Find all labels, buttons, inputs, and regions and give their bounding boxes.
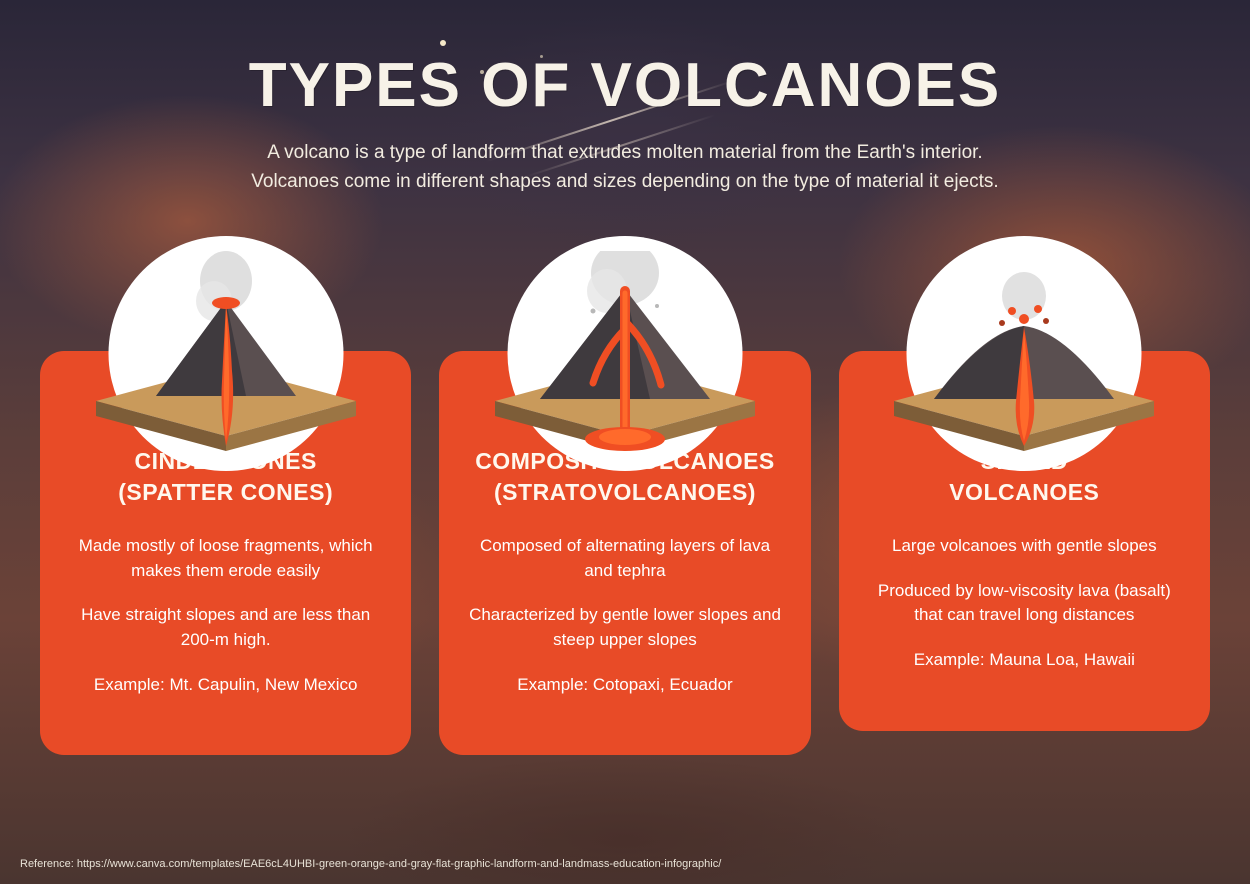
shield-volcano-icon (884, 251, 1164, 451)
cinder-cone-illustration (91, 236, 361, 411)
intro-line: A volcano is a type of landform that ext… (0, 139, 1250, 168)
card-cinder-cone: CINDER CONES (SPATTER CONES) Made mostly… (40, 236, 411, 755)
title-line: VOLCANOES (865, 477, 1184, 508)
card-example: Example: Cotopaxi, Ecuador (465, 673, 784, 698)
title-line: (SPATTER CONES) (66, 477, 385, 508)
card-shield: SHIELD VOLCANOES Large volcanoes with ge… (839, 236, 1210, 755)
composite-volcano-icon (485, 251, 765, 451)
card-point: Have straight slopes and are less than 2… (66, 603, 385, 652)
title-line: (STRATOVOLCANOES) (465, 477, 784, 508)
shield-illustration (889, 236, 1159, 411)
card-example: Example: Mauna Loa, Hawaii (865, 648, 1184, 673)
cards-row: CINDER CONES (SPATTER CONES) Made mostly… (0, 236, 1250, 755)
card-point: Composed of alternating layers of lava a… (465, 534, 784, 583)
card-point: Large volcanoes with gentle slopes (865, 534, 1184, 559)
card-example: Example: Mt. Capulin, New Mexico (66, 673, 385, 698)
card-point: Produced by low-viscosity lava (basalt) … (865, 579, 1184, 628)
reference-text: Reference: https://www.canva.com/templat… (20, 858, 721, 870)
card-point: Characterized by gentle lower slopes and… (465, 603, 784, 652)
card-point: Made mostly of loose fragments, which ma… (66, 534, 385, 583)
page-title: TYPES OF VOLCANOES (0, 0, 1250, 121)
composite-illustration (490, 236, 760, 411)
intro-text: A volcano is a type of landform that ext… (0, 139, 1250, 196)
cinder-cone-icon (86, 251, 366, 451)
intro-line: Volcanoes come in different shapes and s… (0, 168, 1250, 197)
card-composite: COMPOSITE VOLCANOES (STRATOVOLCANOES) Co… (439, 236, 810, 755)
